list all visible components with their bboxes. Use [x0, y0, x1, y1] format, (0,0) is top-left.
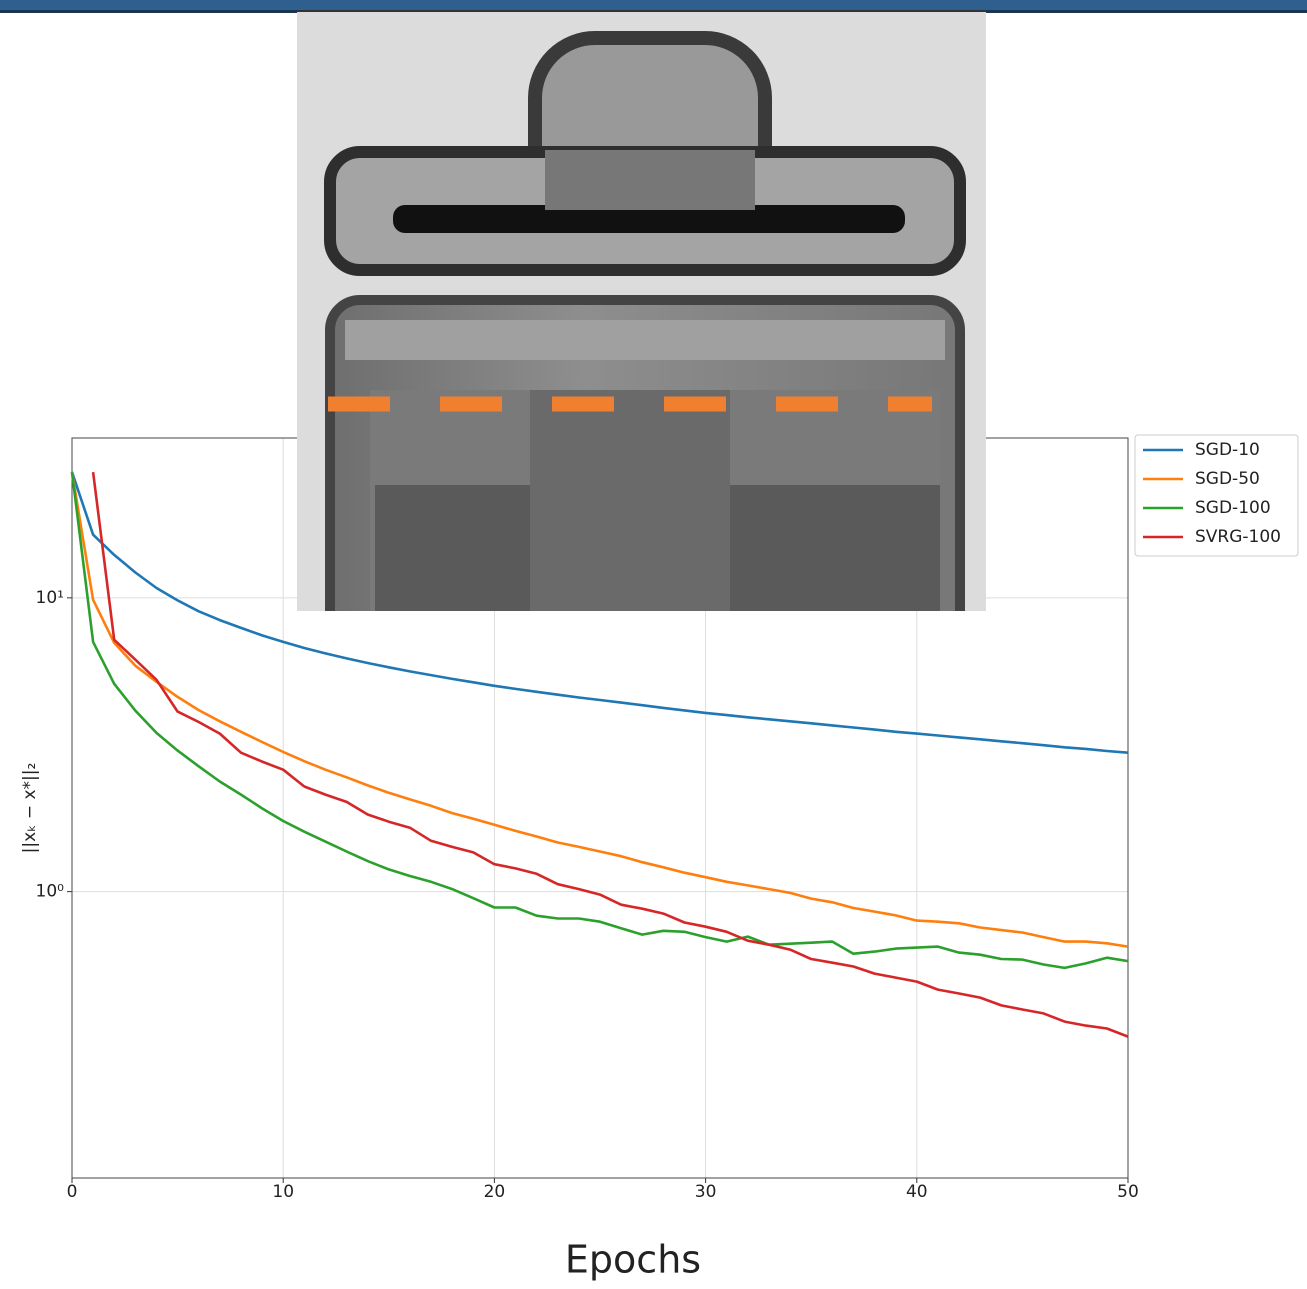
- legend-label: SVRG-100: [1195, 527, 1281, 547]
- x-tick-label: 50: [1117, 1182, 1139, 1202]
- x-tick-label: 30: [695, 1182, 717, 1202]
- top-bar: [0, 0, 1307, 12]
- y-tick-label: 10⁰: [36, 882, 65, 902]
- x-tick-label: 40: [906, 1182, 928, 1202]
- legend: SGD-10 SGD-50 SGD-100 SVRG-100: [1134, 434, 1299, 557]
- xray-image: [297, 10, 986, 611]
- y-axis-label: ||xₖ − x*||₂: [20, 763, 40, 854]
- y-tick-label: 10¹: [36, 588, 64, 608]
- legend-box: [1134, 434, 1299, 557]
- legend-label: SGD-100: [1195, 498, 1271, 518]
- series-line: [91, 471, 1129, 1038]
- series-line: [70, 471, 1129, 754]
- series-line: [70, 471, 1129, 970]
- series-line: [70, 471, 1129, 948]
- x-tick-label: 10: [272, 1182, 294, 1202]
- x-axis-label: Epochs: [565, 1238, 701, 1282]
- legend-label: SGD-10: [1195, 440, 1260, 460]
- legend-label: SGD-50: [1195, 469, 1260, 489]
- x-tick-label: 0: [67, 1182, 78, 1202]
- x-tick-label: 20: [484, 1182, 506, 1202]
